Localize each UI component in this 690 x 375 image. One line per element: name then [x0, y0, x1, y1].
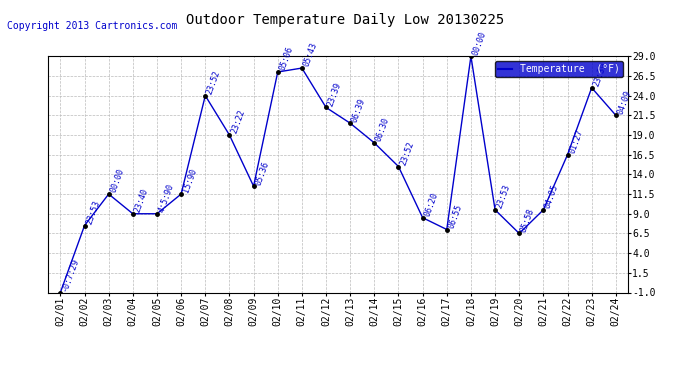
Text: Outdoor Temperature Daily Low 20130225: Outdoor Temperature Daily Low 20130225: [186, 13, 504, 27]
Text: 04:05: 04:05: [544, 183, 560, 210]
Text: 00:00: 00:00: [471, 30, 488, 56]
Text: 23:39: 23:39: [591, 61, 609, 88]
Text: 04:09: 04:09: [615, 89, 633, 116]
Text: 15:90: 15:90: [181, 168, 198, 194]
Text: 00:00: 00:00: [109, 168, 126, 194]
Text: 06:20: 06:20: [422, 191, 440, 217]
Text: 05:36: 05:36: [254, 160, 270, 186]
Text: 01:27: 01:27: [567, 128, 584, 154]
Text: 23:52: 23:52: [398, 140, 415, 166]
Text: 23:39: 23:39: [326, 81, 343, 107]
Text: 4:5:90: 4:5:90: [157, 183, 176, 214]
Text: 05:58: 05:58: [519, 207, 536, 233]
Text: Copyright 2013 Cartronics.com: Copyright 2013 Cartronics.com: [7, 21, 177, 31]
Text: 06:39: 06:39: [350, 97, 367, 123]
Text: 05:43: 05:43: [302, 42, 319, 68]
Text: 05:06: 05:06: [277, 45, 295, 72]
Text: 23:52: 23:52: [206, 69, 222, 96]
Text: 23:53: 23:53: [85, 199, 101, 226]
Legend: Temperature  (°F): Temperature (°F): [495, 61, 623, 77]
Text: 06:30: 06:30: [374, 116, 391, 143]
Text: 23:53: 23:53: [495, 183, 512, 210]
Text: 23:22: 23:22: [229, 108, 246, 135]
Text: 06:55: 06:55: [447, 203, 464, 229]
Text: 23:40: 23:40: [132, 187, 150, 214]
Text: -0:7:29: -0:7:29: [61, 256, 81, 292]
